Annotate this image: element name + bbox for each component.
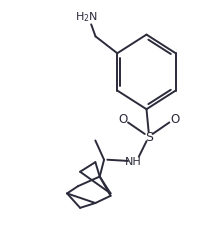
Text: O: O [170, 113, 179, 126]
Text: H$_2$N: H$_2$N [75, 10, 98, 24]
Text: S: S [145, 131, 153, 144]
Text: O: O [118, 113, 127, 126]
Text: NH: NH [125, 156, 142, 166]
